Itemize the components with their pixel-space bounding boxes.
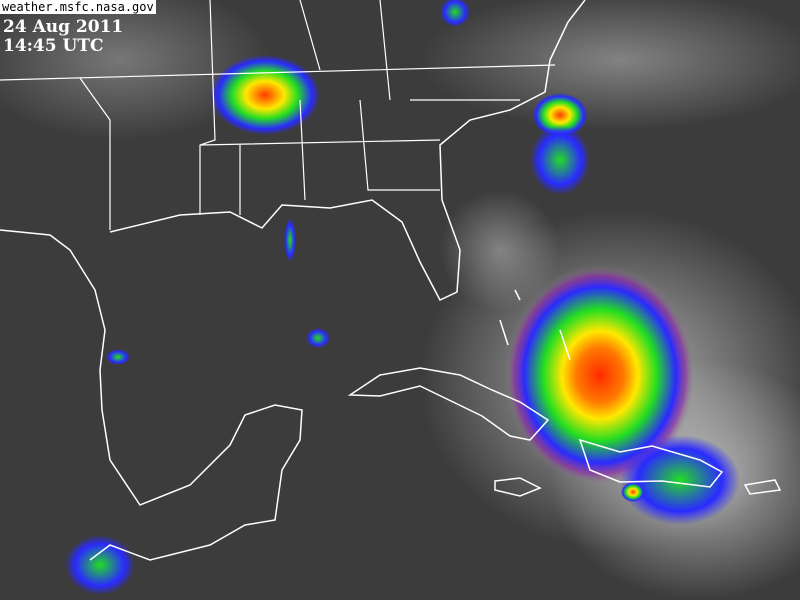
storm-systems [65,0,740,595]
source-label: weather.msfc.nasa.gov [0,0,156,14]
coastlines [0,0,782,561]
hurricane-irene [505,265,695,485]
date-label: 24 Aug 2011 [3,17,124,37]
time-label: 14:45 UTC [3,36,104,56]
borders [0,0,556,230]
